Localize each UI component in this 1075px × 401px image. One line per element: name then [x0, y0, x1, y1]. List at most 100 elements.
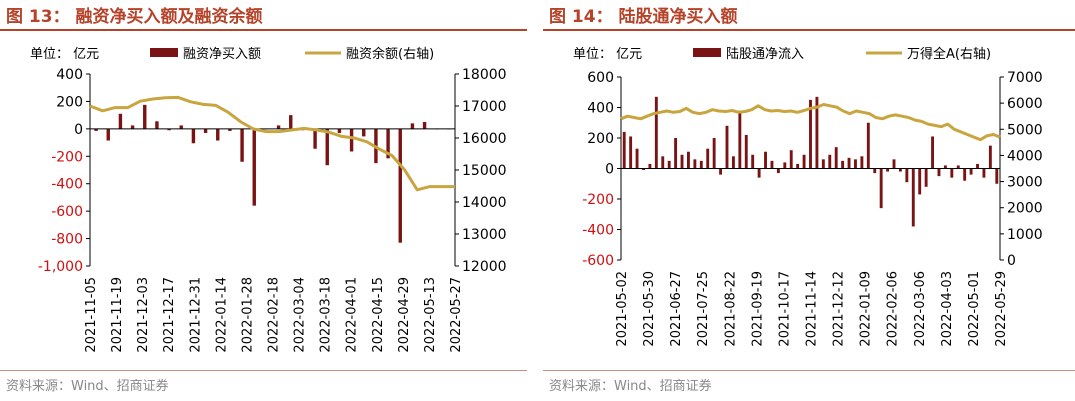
bar — [143, 104, 147, 129]
bar — [661, 156, 665, 169]
bar — [94, 128, 98, 131]
right-tick-label: 1000 — [1007, 227, 1043, 243]
legend-bar-swatch — [693, 48, 721, 57]
legend-line-label: 融资余额(右轴) — [346, 46, 434, 62]
left-tick-label: -600 — [51, 204, 83, 220]
bar — [809, 99, 812, 169]
bar — [841, 160, 845, 169]
x-tick-label: 2022-04-01 — [345, 277, 360, 353]
x-tick-label: 2021-08-22 — [723, 271, 738, 347]
bar — [924, 168, 928, 187]
right-tick-label: 3000 — [1007, 175, 1043, 191]
bar — [386, 128, 390, 159]
unit-label: 单位： 亿元 — [573, 47, 642, 62]
line-series — [89, 95, 455, 192]
x-tick-label: 2022-04-03 — [940, 271, 955, 347]
bar — [873, 168, 877, 174]
bar — [776, 168, 780, 174]
bar — [789, 150, 793, 169]
bar — [905, 168, 909, 183]
bar — [398, 128, 402, 243]
left-tick-label: -800 — [51, 232, 83, 248]
bar — [976, 163, 979, 169]
bar — [815, 96, 819, 169]
bar — [642, 168, 645, 171]
x-tick-label: 2022-05-29 — [994, 271, 1009, 347]
bar — [886, 168, 890, 172]
bar — [751, 154, 755, 169]
left-tick-label: 200 — [587, 131, 614, 147]
x-tick-label: 2022-03-18 — [319, 277, 334, 353]
bar — [911, 168, 915, 227]
x-tick-label: 2021-10-17 — [777, 271, 792, 347]
bar — [879, 168, 883, 209]
title-rule — [0, 29, 527, 31]
figure-13-source: 资料来源：Wind、招商证券 — [6, 379, 169, 394]
bar — [228, 128, 232, 131]
bar — [699, 160, 703, 169]
figure-13-panel: 图 13： 融资净买入额及融资余额 单位： 亿元 融资净买入额 融资余额(右轴) 40… — [0, 0, 527, 401]
bar — [969, 168, 973, 175]
bar — [654, 96, 658, 169]
x-tick-label: 2021-09-19 — [750, 271, 765, 347]
bar — [866, 122, 870, 169]
figure-13-chart: 单位： 亿元 融资净买入额 融资余额(右轴) 400 200 0 -200 -400 -600 -… — [30, 46, 507, 353]
left-tick-label: -400 — [582, 223, 614, 239]
bottom-rule — [543, 370, 1075, 371]
bar — [179, 125, 183, 129]
x-tick-label: 2021-12-03 — [136, 277, 151, 353]
x-tick-label: 2022-01-09 — [859, 271, 874, 347]
bar — [744, 134, 748, 169]
bar — [667, 160, 671, 169]
x-tick-label: 2022-03-04 — [293, 277, 308, 353]
right-tick-label: 4000 — [1007, 148, 1043, 164]
x-tick-label: 2021-12-12 — [832, 271, 847, 347]
left-tick-label: -200 — [51, 149, 83, 165]
bar — [931, 136, 934, 169]
bar — [635, 148, 639, 169]
bar — [802, 154, 806, 169]
bar — [937, 168, 941, 177]
left-tick-label: 400 — [587, 101, 614, 117]
bar — [191, 128, 196, 144]
unit-label: 单位： 亿元 — [30, 47, 99, 62]
bar — [770, 160, 774, 169]
x-tick-label: 2022-05-13 — [423, 277, 438, 353]
bar — [155, 121, 159, 129]
right-tick-label: 6000 — [1007, 96, 1043, 112]
right-tick-label: 14000 — [462, 195, 507, 211]
x-tick-label: 2021-12-31 — [188, 277, 203, 353]
x-tick-label: 2021-05-30 — [642, 271, 657, 347]
bar — [252, 128, 256, 206]
bar — [828, 154, 832, 169]
left-tick-label: -200 — [582, 192, 614, 208]
right-tick-label: 5000 — [1007, 122, 1043, 138]
bar — [834, 147, 838, 169]
left-tick-label: 400 — [56, 67, 83, 83]
x-tick-label: 2021-12-17 — [162, 277, 177, 353]
bottom-rule — [0, 370, 527, 371]
bar — [313, 128, 317, 149]
bar — [648, 163, 652, 169]
right-tick-label: 17000 — [462, 99, 507, 115]
bar — [796, 163, 800, 169]
x-tick-label: 2021-06-27 — [669, 271, 684, 347]
x-tick-label: 2022-02-18 — [267, 277, 282, 353]
right-tick-label: 15000 — [462, 163, 507, 179]
left-tick-label: -1,000 — [38, 259, 83, 275]
bar — [167, 128, 171, 131]
bar — [854, 159, 857, 169]
bar — [995, 168, 999, 184]
bar — [337, 128, 342, 133]
right-tick-label: 12000 — [462, 259, 507, 275]
bar — [276, 125, 281, 129]
bar — [725, 125, 729, 169]
bar — [738, 110, 742, 169]
x-tick-label: 2021-11-19 — [110, 277, 125, 353]
x-tick-label: 2021-07-25 — [696, 271, 711, 347]
bar — [943, 165, 947, 169]
left-tick-label: 600 — [587, 70, 614, 86]
legend-bar-label: 陆股通净流入 — [726, 46, 804, 62]
bar — [422, 122, 427, 129]
right-tick-label: 13000 — [462, 227, 507, 243]
